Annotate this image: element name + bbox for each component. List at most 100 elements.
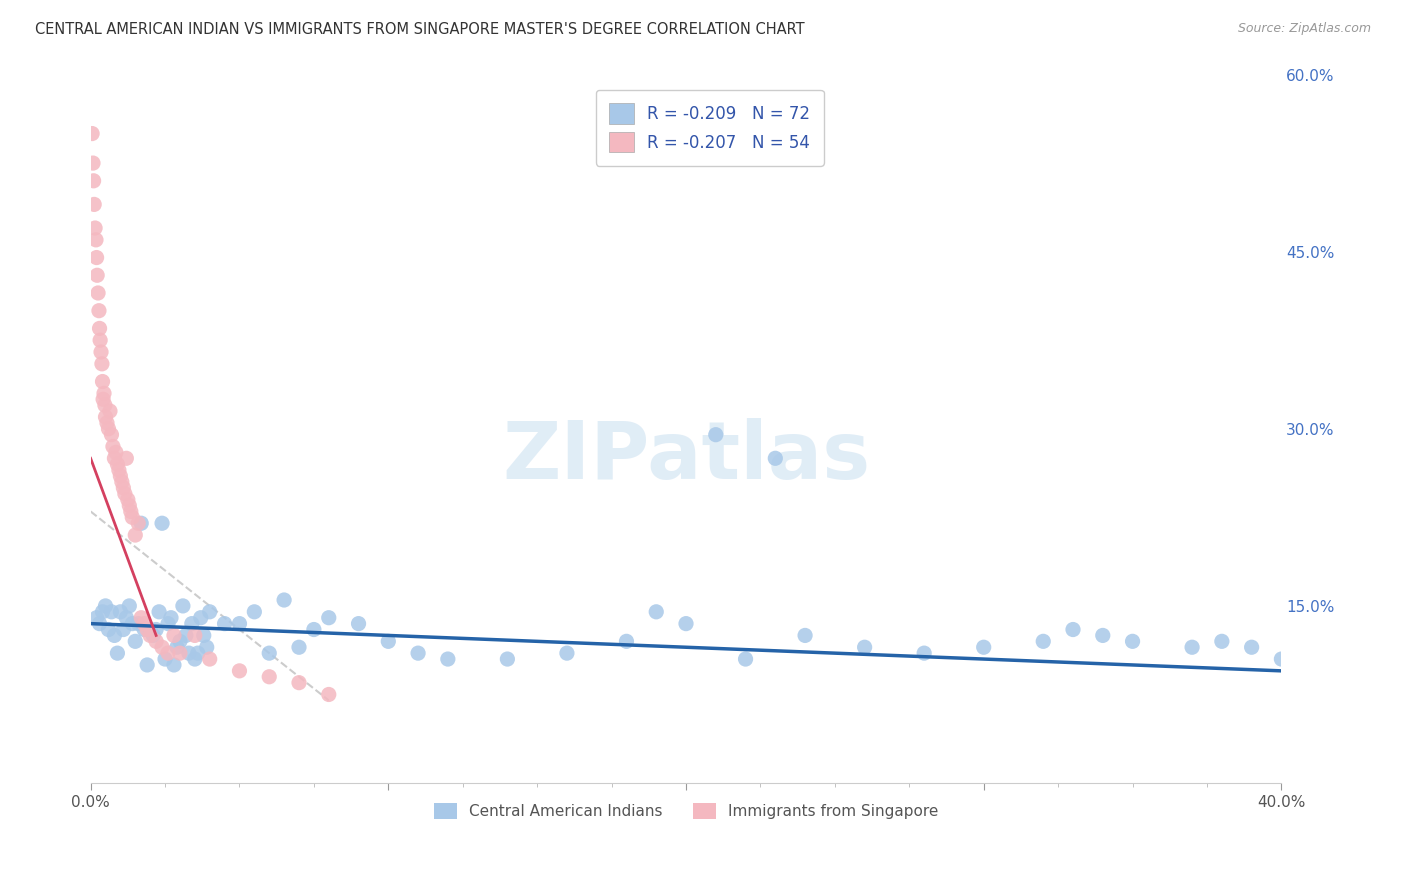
- Point: [142, 628, 165, 642]
- Point: [184, 652, 207, 666]
- Point: [169, 646, 191, 660]
- Point: [496, 652, 519, 666]
- Point: [734, 652, 756, 666]
- Point: [198, 652, 221, 666]
- Point: [853, 640, 876, 655]
- Point: [150, 516, 173, 531]
- Point: [83, 197, 105, 211]
- Point: [228, 664, 250, 678]
- Legend: Central American Indians, Immigrants from Singapore: Central American Indians, Immigrants fro…: [427, 797, 945, 825]
- Point: [124, 528, 146, 542]
- Point: [177, 646, 200, 660]
- Point: [406, 646, 429, 660]
- Point: [273, 593, 295, 607]
- Text: CENTRAL AMERICAN INDIAN VS IMMIGRANTS FROM SINGAPORE MASTER'S DEGREE CORRELATION: CENTRAL AMERICAN INDIAN VS IMMIGRANTS FR…: [35, 22, 804, 37]
- Point: [89, 321, 111, 335]
- Point: [150, 640, 173, 655]
- Point: [90, 345, 112, 359]
- Point: [190, 611, 212, 625]
- Point: [86, 268, 108, 283]
- Point: [214, 616, 236, 631]
- Point: [124, 634, 146, 648]
- Point: [156, 616, 179, 631]
- Point: [228, 616, 250, 631]
- Point: [118, 499, 141, 513]
- Point: [96, 416, 118, 430]
- Point: [153, 652, 176, 666]
- Point: [163, 657, 186, 672]
- Point: [91, 375, 114, 389]
- Point: [1122, 634, 1144, 648]
- Point: [257, 670, 280, 684]
- Point: [98, 404, 121, 418]
- Point: [129, 611, 152, 625]
- Point: [83, 174, 105, 188]
- Point: [101, 440, 124, 454]
- Point: [174, 628, 197, 642]
- Point: [90, 357, 112, 371]
- Point: [377, 634, 399, 648]
- Point: [193, 628, 215, 642]
- Point: [763, 451, 786, 466]
- Point: [89, 616, 111, 631]
- Point: [100, 427, 122, 442]
- Point: [288, 640, 311, 655]
- Point: [104, 445, 127, 459]
- Point: [1032, 634, 1054, 648]
- Point: [1062, 623, 1084, 637]
- Point: [84, 221, 107, 235]
- Point: [120, 504, 142, 518]
- Point: [973, 640, 995, 655]
- Point: [318, 611, 340, 625]
- Point: [139, 628, 162, 642]
- Point: [704, 427, 727, 442]
- Point: [100, 605, 122, 619]
- Point: [127, 516, 149, 531]
- Point: [107, 457, 129, 471]
- Point: [136, 657, 159, 672]
- Point: [1091, 628, 1114, 642]
- Point: [1270, 652, 1292, 666]
- Point: [198, 605, 221, 619]
- Point: [87, 285, 110, 300]
- Point: [195, 640, 218, 655]
- Point: [160, 611, 183, 625]
- Text: ZIPatlas: ZIPatlas: [502, 418, 870, 496]
- Point: [84, 233, 107, 247]
- Point: [184, 628, 207, 642]
- Point: [1211, 634, 1233, 648]
- Point: [82, 156, 104, 170]
- Point: [110, 605, 132, 619]
- Point: [94, 409, 117, 424]
- Point: [912, 646, 935, 660]
- Point: [302, 623, 325, 637]
- Point: [136, 623, 159, 637]
- Point: [1181, 640, 1204, 655]
- Point: [97, 422, 120, 436]
- Point: [794, 628, 817, 642]
- Point: [139, 623, 162, 637]
- Point: [86, 611, 108, 625]
- Point: [117, 492, 139, 507]
- Point: [243, 605, 266, 619]
- Point: [93, 386, 115, 401]
- Point: [89, 333, 111, 347]
- Point: [127, 616, 149, 631]
- Point: [129, 516, 152, 531]
- Point: [555, 646, 578, 660]
- Point: [169, 634, 191, 648]
- Point: [145, 623, 167, 637]
- Point: [87, 303, 110, 318]
- Point: [86, 251, 108, 265]
- Point: [318, 688, 340, 702]
- Point: [110, 469, 132, 483]
- Point: [148, 605, 170, 619]
- Point: [107, 646, 129, 660]
- Point: [288, 675, 311, 690]
- Text: Source: ZipAtlas.com: Source: ZipAtlas.com: [1237, 22, 1371, 36]
- Point: [145, 634, 167, 648]
- Point: [134, 623, 156, 637]
- Point: [112, 623, 135, 637]
- Point: [91, 605, 114, 619]
- Point: [172, 599, 194, 613]
